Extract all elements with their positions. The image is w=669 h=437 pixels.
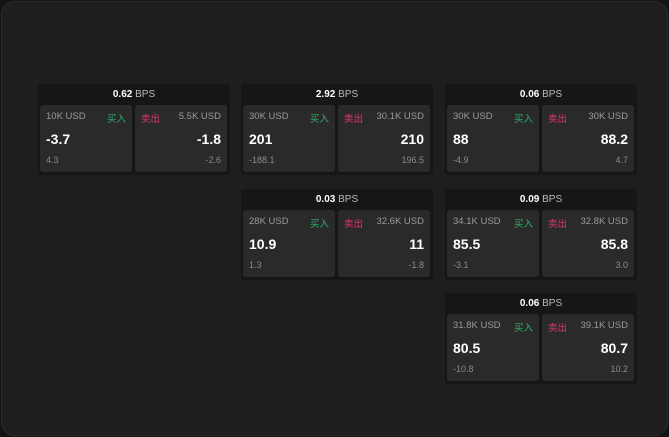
ask-change: -2.6 [205, 155, 221, 165]
bid-change: -4.9 [453, 155, 469, 165]
buy-label[interactable]: 买入 [513, 219, 533, 230]
bid-change: -188.1 [249, 155, 275, 165]
sell-box[interactable]: 卖出 5.5K USD -1.8 -2.6 [135, 105, 227, 172]
buy-label[interactable]: 买入 [513, 323, 533, 334]
spread-value: 0.06 [519, 89, 540, 100]
bid-price: -3.7 [46, 131, 71, 147]
spread-value: 2.92 [315, 89, 336, 100]
bid-size: 30K USD [453, 111, 493, 122]
bid-price: 10.9 [249, 236, 277, 252]
spread-header: 0.62 BPS [38, 84, 230, 105]
spread-header: 0.06 BPS [445, 84, 637, 105]
spread-header: 0.06 BPS [445, 293, 637, 314]
quote-widget: 0.03 BPS 28K USD 买入 10.9 1.3 卖出 32.6K USD … [241, 189, 433, 280]
spread-unit: BPS [542, 89, 563, 100]
buy-label[interactable]: 买入 [513, 114, 533, 125]
bid-change: 1.3 [249, 260, 262, 270]
ask-price: 85.8 [600, 236, 628, 252]
buy-box[interactable]: 10K USD 买入 -3.7 4.3 [40, 105, 132, 172]
quote-widget: 0.62 BPS 10K USD 买入 -3.7 4.3 卖出 5.5K USD -… [38, 84, 230, 175]
ask-change: -1.8 [408, 260, 424, 270]
spread-unit: BPS [135, 89, 156, 100]
spread-unit: BPS [338, 89, 359, 100]
sell-box[interactable]: 卖出 39.1K USD 80.7 10.2 [542, 314, 634, 381]
sell-box[interactable]: 卖出 30K USD 88.2 4.7 [542, 105, 634, 172]
sell-box[interactable]: 卖出 32.8K USD 85.8 3.0 [542, 210, 634, 277]
quote-widget: 0.06 BPS 31.8K USD 买入 80.5 -10.8 卖出 39.1K … [445, 293, 637, 384]
buy-box[interactable]: 30K USD 买入 201 -188.1 [243, 105, 335, 172]
ask-price: 80.7 [600, 340, 628, 356]
sell-label[interactable]: 卖出 [548, 114, 568, 125]
bid-size: 10K USD [46, 111, 86, 122]
sell-label[interactable]: 卖出 [344, 114, 364, 125]
ask-change: 10.2 [610, 364, 628, 374]
buy-label[interactable]: 买入 [309, 219, 329, 230]
sell-box[interactable]: 卖出 30.1K USD 210 196.5 [338, 105, 430, 172]
ask-price: -1.8 [196, 131, 221, 147]
bid-change: -3.1 [453, 260, 469, 270]
ask-change: 196.5 [401, 155, 424, 165]
bid-change: 4.3 [46, 155, 59, 165]
ask-change: 3.0 [615, 260, 628, 270]
quote-widget: 0.06 BPS 30K USD 买入 88 -4.9 卖出 30K USD 88.… [445, 84, 637, 175]
spread-value: 0.06 [519, 298, 540, 309]
quote-widget: 0.09 BPS 34.1K USD 买入 85.5 -3.1 卖出 32.8K U… [445, 189, 637, 280]
spread-value: 0.62 [112, 89, 133, 100]
sell-box[interactable]: 卖出 32.6K USD 11 -1.8 [338, 210, 430, 277]
buy-label[interactable]: 买入 [106, 114, 126, 125]
bid-price: 80.5 [453, 340, 481, 356]
ask-price: 210 [400, 131, 424, 147]
sell-label[interactable]: 卖出 [548, 323, 568, 334]
spread-header: 0.09 BPS [445, 189, 637, 210]
spread-unit: BPS [542, 194, 563, 205]
bid-size: 30K USD [249, 111, 289, 122]
ask-size: 30K USD [588, 111, 628, 122]
spread-header: 0.03 BPS [241, 189, 433, 210]
sell-label[interactable]: 卖出 [548, 219, 568, 230]
spread-header: 2.92 BPS [241, 84, 433, 105]
ask-size: 30.1K USD [376, 111, 424, 122]
sell-label[interactable]: 卖出 [344, 219, 364, 230]
ask-size: 32.6K USD [376, 216, 424, 227]
sell-label[interactable]: 卖出 [141, 114, 161, 125]
bid-size: 31.8K USD [453, 320, 501, 331]
bid-change: -10.8 [453, 364, 474, 374]
buy-box[interactable]: 28K USD 买入 10.9 1.3 [243, 210, 335, 277]
buy-box[interactable]: 31.8K USD 买入 80.5 -10.8 [447, 314, 539, 381]
ask-size: 32.8K USD [580, 216, 628, 227]
spread-value: 0.03 [315, 194, 336, 205]
quote-widget: 2.92 BPS 30K USD 买入 201 -188.1 卖出 30.1K US… [241, 84, 433, 175]
ask-size: 5.5K USD [178, 111, 221, 122]
buy-label[interactable]: 买入 [309, 114, 329, 125]
ask-price: 88.2 [600, 131, 628, 147]
buy-box[interactable]: 34.1K USD 买入 85.5 -3.1 [447, 210, 539, 277]
buy-box[interactable]: 30K USD 买入 88 -4.9 [447, 105, 539, 172]
spread-value: 0.09 [519, 194, 540, 205]
bid-size: 28K USD [249, 216, 289, 227]
bid-price: 85.5 [453, 236, 481, 252]
spread-unit: BPS [542, 298, 563, 309]
bid-size: 34.1K USD [453, 216, 501, 227]
spread-unit: BPS [338, 194, 359, 205]
ask-change: 4.7 [615, 155, 628, 165]
bid-price: 201 [249, 131, 273, 147]
bid-price: 88 [453, 131, 469, 147]
ask-price: 11 [409, 236, 424, 252]
ask-size: 39.1K USD [580, 320, 628, 331]
